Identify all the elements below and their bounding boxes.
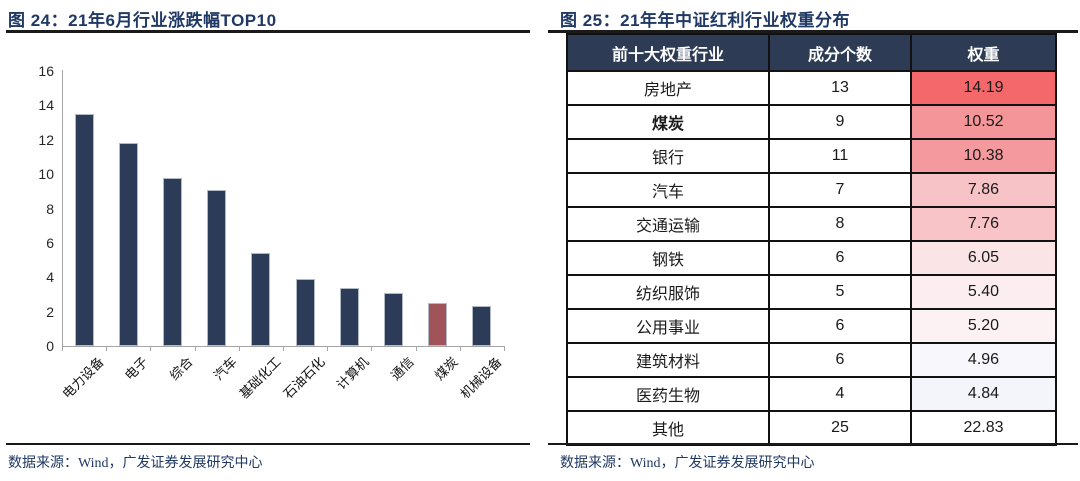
- table-row: 煤炭 9 10.52: [566, 104, 1057, 140]
- x-axis-tick: [283, 346, 284, 351]
- weight-cell: 6.05: [910, 240, 1057, 276]
- table-row: 钢铁 6 6.05: [566, 240, 1057, 276]
- figure-24-bottom-divider: [6, 443, 530, 445]
- y-axis-tick-label: 14: [38, 97, 54, 114]
- figure-24-title: 图 24：21年6月行业涨跌幅TOP10: [8, 11, 277, 30]
- industry-cell: 银行: [566, 138, 770, 174]
- figure-25-title: 图 25：21年年中证红利行业权重分布: [560, 11, 851, 30]
- table-row: 其他 25 22.83: [566, 410, 1057, 446]
- count-cell: 6: [768, 240, 912, 276]
- table-row: 汽车 7 7.86: [566, 172, 1057, 208]
- figure-25-bottom-divider: [548, 443, 1078, 445]
- industry-cell: 医药生物: [566, 376, 770, 412]
- x-axis-tick: [106, 346, 108, 351]
- bar-机械设备: [472, 306, 492, 346]
- weights-table-head: 前十大权重行业 成分个数 权重: [566, 33, 1057, 72]
- industry-cell: 汽车: [566, 172, 770, 208]
- table-header-cell: 前十大权重行业: [566, 33, 770, 72]
- count-cell: 11: [768, 138, 912, 174]
- y-axis-tick-label: 6: [46, 234, 54, 251]
- industry-cell: 钢铁: [566, 240, 770, 276]
- count-cell: 13: [768, 70, 912, 106]
- x-axis-tick: [504, 346, 505, 351]
- y-axis-line: [62, 70, 63, 351]
- industry-cell: 房地产: [566, 70, 770, 106]
- x-axis-tick: [327, 346, 329, 351]
- weight-cell: 4.96: [910, 342, 1057, 378]
- table-header-row: 前十大权重行业 成分个数 权重: [566, 33, 1057, 72]
- industry-cell: 煤炭: [566, 104, 770, 140]
- figure-24-title-divider: [6, 30, 530, 33]
- weight-cell: 10.38: [910, 138, 1057, 174]
- y-axis-tick-label: 8: [46, 200, 54, 217]
- weight-cell: 4.84: [910, 376, 1057, 412]
- industry-cell: 建筑材料: [566, 342, 770, 378]
- industry-cell: 交通运输: [566, 206, 770, 242]
- x-axis-tick: [238, 346, 240, 351]
- y-axis-tick-label: 10: [38, 166, 54, 183]
- weight-cell: 14.19: [910, 70, 1057, 106]
- weight-cell: 10.52: [910, 104, 1057, 140]
- table-row: 银行 11 10.38: [566, 138, 1057, 174]
- bar-电力设备: [74, 113, 94, 346]
- weight-cell: 5.20: [910, 308, 1057, 344]
- y-axis-tick-label: 2: [46, 303, 54, 320]
- count-cell: 4: [768, 376, 912, 412]
- count-cell: 7: [768, 172, 912, 208]
- x-axis-tick: [194, 346, 196, 351]
- weight-cell: 5.40: [910, 274, 1057, 310]
- x-axis-tick: [371, 346, 373, 351]
- x-axis-tick: [62, 346, 63, 351]
- y-axis-tick-label: 4: [46, 269, 54, 286]
- count-cell: 6: [768, 308, 912, 344]
- bar-综合: [163, 177, 182, 346]
- table-row: 纺织服饰 5 5.40: [566, 274, 1057, 310]
- figure-25-data-source-note: 数据来源：Wind，广发证券发展研究中心: [560, 456, 815, 471]
- table-row: 建筑材料 6 4.96: [566, 342, 1057, 378]
- table-row: 交通运输 8 7.76: [566, 206, 1057, 242]
- table-header-cell: 权重: [910, 33, 1057, 72]
- weight-cell: 7.86: [910, 172, 1057, 208]
- industry-cell: 纺织服饰: [566, 274, 770, 310]
- x-axis-tick: [459, 346, 461, 351]
- y-axis-tick-label: 16: [38, 63, 54, 79]
- bar-计算机: [339, 287, 359, 346]
- table-row: 房地产 13 14.19: [566, 70, 1057, 106]
- y-axis-tick-label: 12: [38, 131, 54, 148]
- table-row: 公用事业 6 5.20: [566, 308, 1057, 344]
- bar-电子: [118, 143, 138, 346]
- bar-汽车: [207, 189, 227, 346]
- industry-cell: 其他: [566, 410, 770, 446]
- y-axis-tick-label: 0: [46, 338, 54, 354]
- figure-25-title-divider: [548, 30, 1078, 33]
- weights-table-body: 房地产 13 14.19 煤炭 9 10.52 银行 11 10.38 汽车 7 7.86 交通运输 8 7…: [566, 70, 1057, 446]
- weight-cell: 7.76: [910, 206, 1057, 242]
- count-cell: 25: [768, 410, 912, 446]
- x-axis-tick: [415, 346, 417, 351]
- count-cell: 8: [768, 206, 912, 242]
- count-cell: 9: [768, 104, 912, 140]
- bar-石油石化: [295, 278, 315, 346]
- bar-煤炭: [428, 303, 448, 346]
- bar-通信: [384, 292, 403, 346]
- industry-change-bar-chart: 0 2 4 6 8 10 12 14 16 电力设备 电子 综合 汽车 基础化工 石油石化 计算机 通信 煤炭 机械…: [6, 0, 530, 450]
- count-cell: 5: [768, 274, 912, 310]
- figure-24-panel: 图 24：21年6月行业涨跌幅TOP10 0 2 4 6 8 10 12 14 16 电力设备 电子…: [6, 0, 530, 481]
- dividend-index-weights-table: 前十大权重行业 成分个数 权重 房地产 13 14.19 煤炭 9 10.52 银行 11 10.3…: [566, 33, 1057, 446]
- figure-25-panel: 图 25：21年年中证红利行业权重分布 前十大权重行业 成分个数 权重 房地产 13 1…: [548, 0, 1078, 481]
- table-row: 医药生物 4 4.84: [566, 376, 1057, 412]
- figure-24-data-source-note: 数据来源：Wind，广发证券发展研究中心: [8, 456, 263, 471]
- bar-基础化工: [251, 253, 271, 346]
- count-cell: 6: [768, 342, 912, 378]
- table-header-cell: 成分个数: [768, 33, 912, 72]
- weight-cell: 22.83: [910, 410, 1057, 446]
- x-axis-tick: [150, 346, 152, 351]
- industry-cell: 公用事业: [566, 308, 770, 344]
